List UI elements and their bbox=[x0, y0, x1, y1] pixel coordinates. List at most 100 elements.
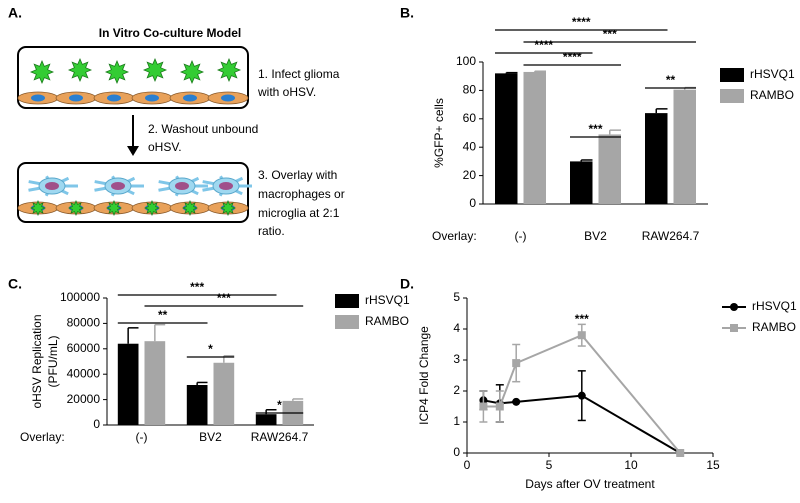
bar bbox=[598, 134, 621, 204]
x-tick-label: RAW264.7 bbox=[642, 229, 700, 243]
point bbox=[512, 397, 521, 406]
x-axis-label: Days after OV treatment bbox=[525, 477, 655, 491]
x-tick-label: 10 bbox=[624, 458, 638, 472]
arrow-head bbox=[127, 146, 139, 156]
significance-label: * bbox=[208, 342, 213, 356]
virus-icon bbox=[182, 200, 198, 216]
x-axis-label: Overlay: bbox=[20, 430, 65, 444]
point bbox=[512, 359, 521, 368]
x-tick-label: 5 bbox=[546, 458, 553, 472]
virus-icon bbox=[179, 59, 205, 85]
legend-swatch bbox=[335, 315, 359, 329]
significance-label: *** bbox=[217, 291, 231, 305]
x-tick-label: (-) bbox=[515, 229, 527, 243]
virus-icon bbox=[104, 59, 130, 85]
x-tick-label: 0 bbox=[464, 458, 471, 472]
culture-dish bbox=[17, 162, 252, 223]
nucleus bbox=[219, 182, 233, 190]
virus-icon bbox=[144, 200, 160, 216]
step-text: oHSV. bbox=[148, 140, 182, 154]
step-text: 1. Infect glioma bbox=[258, 67, 340, 81]
legend-label: RAMBO bbox=[750, 88, 794, 102]
point bbox=[577, 331, 586, 340]
x-tick-label: 15 bbox=[706, 458, 720, 472]
legend-marker bbox=[730, 324, 738, 332]
culture-dish bbox=[17, 46, 249, 109]
y-tick-label: 80 bbox=[463, 83, 477, 97]
y-tick-label: 60000 bbox=[67, 341, 101, 355]
step-text: 2. Washout unbound bbox=[148, 122, 258, 136]
y-axis-label: (PFU/mL) bbox=[46, 336, 60, 388]
significance-label: **** bbox=[572, 15, 591, 29]
y-tick-label: 5 bbox=[453, 290, 460, 304]
nucleus bbox=[69, 94, 83, 102]
step-text: ratio. bbox=[258, 224, 285, 238]
nucleus bbox=[183, 94, 197, 102]
bar bbox=[186, 384, 208, 425]
y-tick-label: 100 bbox=[456, 54, 476, 68]
step-text: with oHSV. bbox=[257, 85, 316, 99]
legend-label: RAMBO bbox=[365, 314, 409, 328]
bar bbox=[144, 341, 166, 425]
point bbox=[577, 391, 586, 400]
point bbox=[479, 402, 488, 411]
nucleus bbox=[31, 94, 45, 102]
y-axis-label: %GFP+ cells bbox=[432, 98, 446, 168]
x-tick-label: BV2 bbox=[199, 430, 222, 444]
nucleus bbox=[145, 94, 159, 102]
legend-label: RAMBO bbox=[752, 320, 796, 334]
y-tick-label: 0 bbox=[469, 196, 476, 210]
legend-label: rHSVQ1 bbox=[365, 293, 410, 307]
virus-icon bbox=[106, 200, 122, 216]
y-tick-label: 80000 bbox=[67, 316, 101, 330]
y-tick-label: 20 bbox=[463, 168, 477, 182]
panel-label: B. bbox=[400, 5, 414, 21]
y-tick-label: 1 bbox=[453, 414, 460, 428]
nucleus bbox=[107, 94, 121, 102]
legend-label: rHSVQ1 bbox=[750, 67, 795, 81]
significance-label: **** bbox=[563, 50, 582, 64]
legend-swatch bbox=[720, 68, 744, 82]
x-axis-label: Overlay: bbox=[432, 229, 477, 243]
diagram-title: In Vitro Co-culture Model bbox=[99, 26, 241, 40]
nucleus bbox=[175, 182, 189, 190]
significance-label: * bbox=[277, 398, 282, 412]
nucleus bbox=[111, 182, 125, 190]
significance-label: *** bbox=[190, 280, 204, 294]
bar bbox=[495, 73, 518, 204]
bar bbox=[645, 113, 668, 204]
significance-label: *** bbox=[588, 122, 602, 136]
significance-label: ** bbox=[158, 308, 168, 322]
legend-swatch bbox=[720, 89, 744, 103]
x-tick-label: (-) bbox=[136, 430, 148, 444]
virus-icon bbox=[220, 200, 236, 216]
y-tick-label: 20000 bbox=[67, 392, 101, 406]
panel-label: C. bbox=[8, 276, 22, 292]
virus-icon bbox=[142, 57, 168, 83]
significance-label: ** bbox=[666, 73, 676, 87]
panel-label: A. bbox=[8, 5, 22, 21]
panel-label: D. bbox=[400, 276, 414, 292]
bar bbox=[213, 362, 235, 425]
y-tick-label: 4 bbox=[453, 321, 460, 335]
step-text: 3. Overlay with bbox=[258, 168, 337, 182]
significance-label: **** bbox=[534, 38, 553, 52]
step-text: microglia at 2:1 bbox=[258, 206, 340, 220]
bar bbox=[523, 71, 546, 204]
nucleus bbox=[221, 94, 235, 102]
nucleus bbox=[45, 182, 59, 190]
legend-label: rHSVQ1 bbox=[752, 299, 797, 313]
bar bbox=[255, 414, 277, 425]
bar bbox=[673, 89, 696, 204]
y-axis-label: ICP4 Fold Change bbox=[417, 326, 431, 425]
y-tick-label: 0 bbox=[453, 445, 460, 459]
legend-swatch bbox=[335, 294, 359, 308]
y-tick-label: 3 bbox=[453, 352, 460, 366]
virus-icon bbox=[216, 57, 242, 83]
virus-icon bbox=[30, 200, 46, 216]
point bbox=[495, 402, 504, 411]
significance-label: *** bbox=[603, 27, 617, 41]
y-tick-label: 100000 bbox=[60, 290, 100, 304]
